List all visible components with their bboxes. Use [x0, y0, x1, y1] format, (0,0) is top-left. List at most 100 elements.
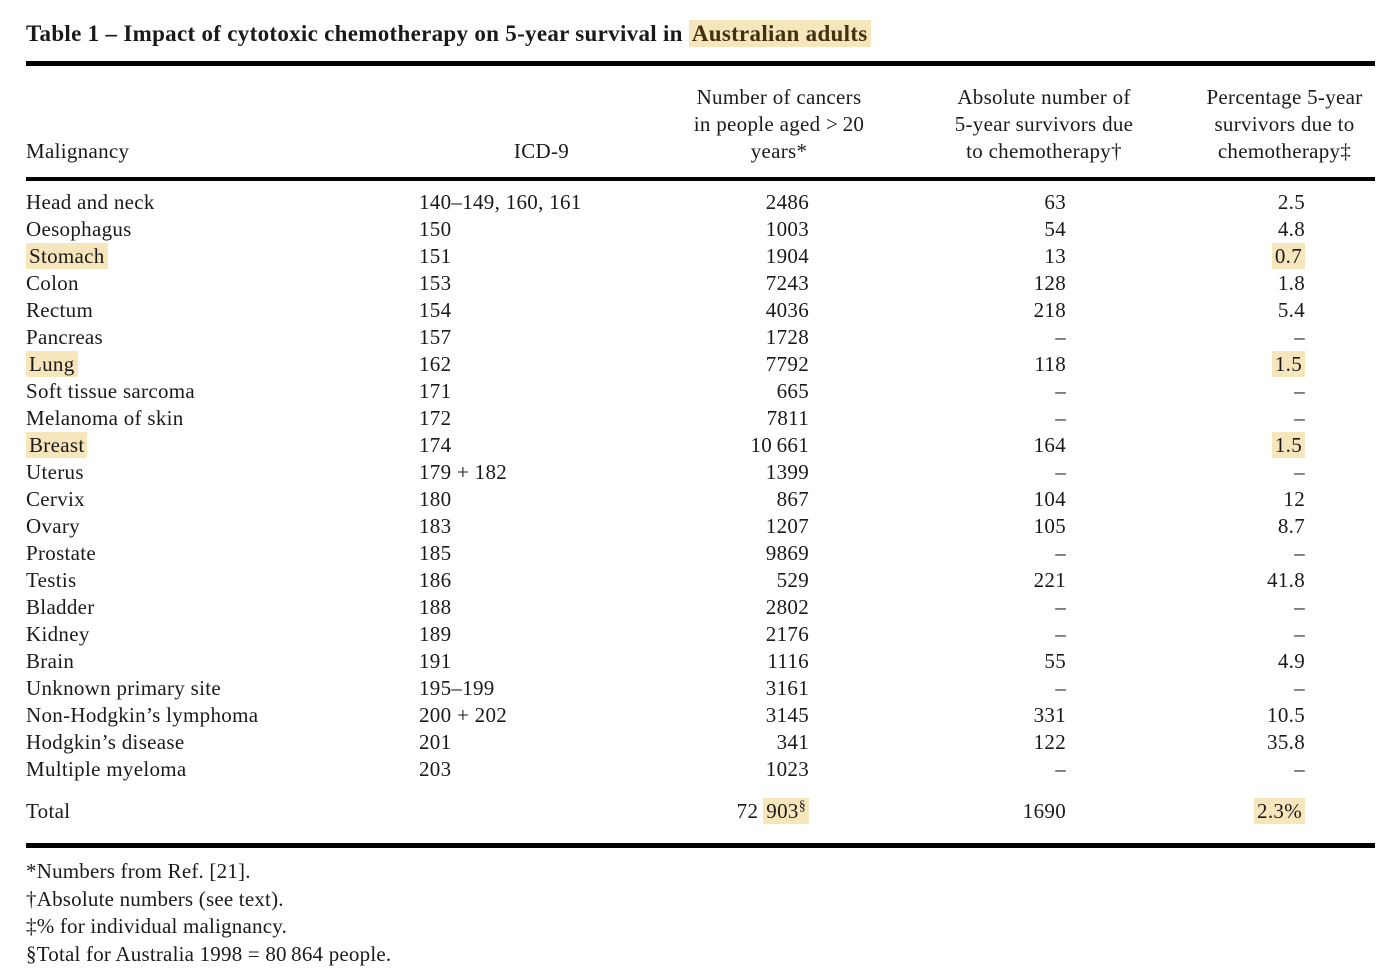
cancers-cell: 7811 [766, 406, 809, 430]
survivors-cell: 104 [1033, 487, 1066, 511]
percentage-cell: 0.7 [1194, 243, 1375, 270]
table-row: Multiple myeloma 203 1023 – – [26, 756, 1375, 783]
highlighted-value: Breast [26, 432, 88, 458]
cancers-cell: 1116 [767, 649, 809, 673]
footnote-dagger: †Absolute numbers (see text). [26, 886, 284, 911]
malignancy-cell: Brain [26, 649, 75, 673]
survivors-cell: 55 [1044, 649, 1066, 673]
survivors-cell: 331 [1033, 703, 1066, 727]
cancers-cell: 867 [776, 487, 809, 511]
highlighted-value: 1.5 [1271, 351, 1305, 377]
table-body: Head and neck 140–149, 160, 161 2486 63 2.5 O… [26, 179, 1375, 783]
malignancy-cell: Prostate [26, 541, 97, 565]
malignancy-cell: Uterus [26, 460, 84, 484]
icd9-cell: 200 + 202 [419, 703, 508, 727]
malignancy-cell: Soft tissue sarcoma [26, 379, 196, 403]
total-row: Total 72 903§ 1690 2.3% [26, 783, 1375, 831]
icd9-cell: 162 [419, 352, 452, 376]
malignancy-cell: Melanoma of skin [26, 406, 184, 430]
footnote-double-dagger: ‡% for individual malignancy. [26, 914, 288, 938]
cancers-cell: 1728 [765, 325, 809, 349]
footnote-section: §Total for Australia 1998 = 80 864 peopl… [26, 941, 392, 966]
table-row: Testis 186 529 221 41.8 [26, 567, 1375, 594]
survivors-cell: – [1055, 406, 1066, 430]
percentage-cell: 10.5 [1267, 703, 1305, 727]
column-header-cancers: Number of cancers in people aged > 20 ye… [664, 66, 894, 181]
survivors-cell: – [1055, 676, 1066, 700]
icd9-cell: 179 + 182 [419, 460, 508, 484]
table-row: Oesophagus 150 1003 54 4.8 [26, 216, 1375, 243]
table-row: Prostate 185 9869 – – [26, 540, 1375, 567]
total-cancers-cell: 72 903§ [664, 783, 894, 831]
survivors-cell: – [1055, 541, 1066, 565]
table-row: Colon 153 7243 128 1.8 [26, 270, 1375, 297]
percentage-cell: 1.8 [1277, 271, 1305, 295]
column-header-icd9: ICD-9 [419, 66, 664, 181]
table-row: Lung 162 7792 118 1.5 [26, 351, 1375, 378]
survivors-cell: – [1055, 379, 1066, 403]
table-title: Table 1 – Impact of cytotoxic chemothera… [26, 20, 1375, 48]
malignancy-cell: Head and neck [26, 190, 155, 214]
percentage-cell: – [1294, 325, 1305, 349]
percentage-cell: – [1294, 541, 1305, 565]
table-row: Unknown primary site 195–199 3161 – – [26, 675, 1375, 702]
icd9-cell: 174 [419, 433, 452, 457]
malignancy-cell: Rectum [26, 298, 94, 322]
column-header-malignancy: Malignancy [26, 66, 419, 181]
table-row: Head and neck 140–149, 160, 161 2486 63 2.5 [26, 179, 1375, 216]
table-title-text: Table 1 – Impact of cytotoxic chemothera… [26, 21, 683, 46]
icd9-cell: 189 [419, 622, 452, 646]
highlighted-value: 0.7 [1271, 243, 1305, 269]
cancers-cell: 7243 [765, 271, 809, 295]
icd9-cell: 191 [419, 649, 452, 673]
bottom-rule-divider [26, 843, 1375, 848]
survivors-cell: 118 [1034, 352, 1066, 376]
percentage-cell: – [1294, 757, 1305, 781]
malignancy-cell: Multiple myeloma [26, 757, 187, 781]
total-survivors-cell: 1690 [1022, 799, 1066, 823]
survivors-cell: 122 [1033, 730, 1066, 754]
survivors-cell: 221 [1033, 568, 1066, 592]
icd9-cell: 188 [419, 595, 452, 619]
table-row: Breast 174 10 661 164 1.5 [26, 432, 1375, 459]
survivors-cell: – [1055, 595, 1066, 619]
percentage-cell: – [1294, 676, 1305, 700]
highlighted-value: Stomach [26, 243, 108, 269]
table-title-highlighted-text: Australian adults [688, 20, 871, 47]
icd9-cell: 151 [419, 244, 452, 268]
column-header-percentage: Percentage 5-year survivors due to chemo… [1194, 66, 1375, 181]
total-row-group: Total 72 903§ 1690 2.3% [26, 783, 1375, 831]
table-row: Uterus 179 + 182 1399 – – [26, 459, 1375, 486]
malignancy-cell: Pancreas [26, 325, 104, 349]
cancers-cell: 10 661 [750, 433, 809, 457]
cancers-cell: 2176 [765, 622, 809, 646]
survival-data-table: Malignancy ICD-9 Number of cancers in pe… [26, 66, 1375, 831]
cancers-cell: 2486 [765, 190, 809, 214]
icd9-cell: 140–149, 160, 161 [419, 190, 582, 214]
icd9-cell: 180 [419, 487, 452, 511]
table-row: Melanoma of skin 172 7811 – – [26, 405, 1375, 432]
footnote-asterisk: *Numbers from Ref. [21]. [26, 859, 251, 883]
survivors-cell: – [1055, 460, 1066, 484]
total-percentage-highlighted: 2.3% [1254, 798, 1305, 824]
table-row: Stomach 151 1904 13 0.7 [26, 243, 1375, 270]
malignancy-cell: Bladder [26, 595, 95, 619]
icd9-cell: 186 [419, 568, 452, 592]
cancers-cell: 1207 [765, 514, 809, 538]
malignancy-cell: Non-Hodgkin’s lymphoma [26, 703, 259, 727]
table-header-row: Malignancy ICD-9 Number of cancers in pe… [26, 66, 1375, 181]
percentage-cell: 2.5 [1277, 190, 1305, 214]
cancers-cell: 1023 [765, 757, 809, 781]
table-row: Soft tissue sarcoma 171 665 – – [26, 378, 1375, 405]
cancers-cell: 4036 [765, 298, 809, 322]
table-row: Kidney 189 2176 – – [26, 621, 1375, 648]
cancers-cell: 341 [776, 730, 809, 754]
section-footnote-mark: § [798, 799, 806, 814]
total-percentage-cell: 2.3% [1194, 783, 1375, 831]
cancers-cell: 665 [776, 379, 809, 403]
icd9-cell: 150 [419, 217, 452, 241]
table-row: Brain 191 1116 55 4.9 [26, 648, 1375, 675]
highlighted-value: 1.5 [1271, 432, 1305, 458]
column-header-survivors: Absolute number of 5-year survivors due … [894, 66, 1194, 181]
percentage-cell: 5.4 [1277, 298, 1305, 322]
